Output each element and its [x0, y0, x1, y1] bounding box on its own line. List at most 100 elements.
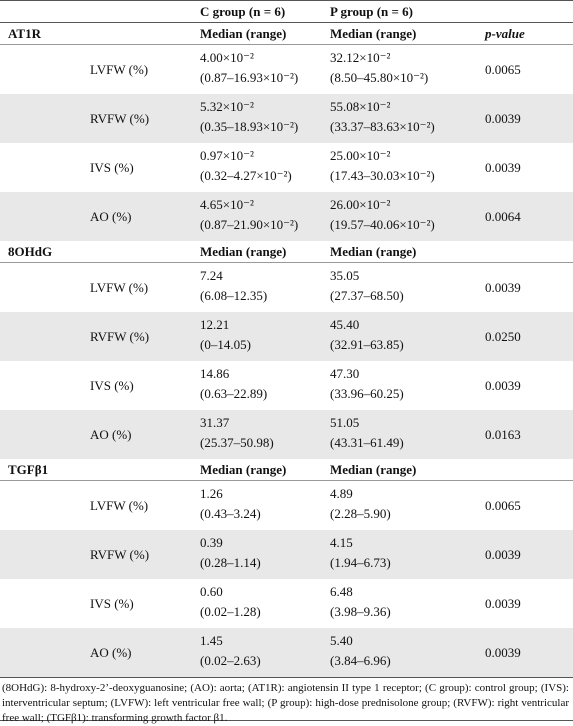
range: (0.87–16.93×10⁻²) — [200, 70, 299, 85]
median: 0.60 — [200, 584, 223, 599]
median: 1.45 — [200, 633, 223, 648]
cell — [0, 361, 82, 410]
range: (8.50–45.80×10⁻²) — [330, 70, 429, 85]
column-label: Median (range) — [200, 22, 330, 45]
median: 4.65×10⁻² — [200, 197, 254, 212]
table-body: C group (n = 6) P group (n = 6) AT1R Median… — [0, 0, 573, 677]
row-label: AO (%) — [82, 192, 200, 241]
column-label: Median (range) — [200, 459, 330, 481]
data-row: IVS (%) 0.97×10⁻² (0.32–4.27×10⁻²) 25.00×10… — [0, 143, 573, 192]
header-row: C group (n = 6) P group (n = 6) — [0, 0, 573, 23]
section-name: AT1R — [0, 22, 82, 45]
value-cell: 0.97×10⁻² (0.32–4.27×10⁻²) — [200, 143, 330, 192]
cell — [0, 410, 82, 459]
column-header: P group (n = 6) — [330, 0, 485, 23]
p-value: 0.0039 — [485, 279, 521, 295]
range: (17.43–30.03×10⁻²) — [330, 168, 435, 183]
range: (33.37–83.63×10⁻²) — [330, 119, 435, 134]
p-value: 0.0039 — [485, 530, 573, 579]
value-cell: 5.40 (3.84–6.96) — [330, 628, 485, 677]
median: 4.00×10⁻² — [200, 50, 254, 65]
row-label: RVFW (%) — [82, 312, 200, 361]
cell — [0, 481, 82, 531]
data-table: C group (n = 6) P group (n = 6) AT1R Median… — [0, 0, 573, 677]
median: 5.40 — [330, 633, 353, 648]
value-cell: 4.15 (1.94–6.73) — [330, 530, 485, 579]
row-label: IVS (%) — [90, 377, 134, 393]
value-cell: 4.65×10⁻² (0.87–21.90×10⁻²) — [200, 192, 330, 241]
median: 45.40 — [330, 317, 360, 332]
range: (6.08–12.35) — [200, 288, 268, 303]
p-value: 0.0065 — [485, 497, 521, 513]
data-row: LVFW (%) 7.24 (6.08–12.35) 35.05 (27.37–68.5… — [0, 263, 573, 313]
median: 7.24 — [200, 268, 223, 283]
median: 51.05 — [330, 415, 360, 430]
value-cell: 7.24 (6.08–12.35) — [200, 263, 330, 313]
data-row: LVFW (%) 1.26 (0.43–3.24) 4.89 (2.28–5.90) 0.… — [0, 481, 573, 531]
range: (0.02–2.63) — [200, 653, 261, 668]
range: (19.57–40.06×10⁻²) — [330, 217, 435, 232]
column-header: C group (n = 6) — [200, 0, 330, 23]
median: 26.00×10⁻² — [330, 197, 391, 212]
footnote: (8OHdG): 8-hydroxy-2’-deoxyguanosine; (A… — [0, 677, 573, 724]
p-value: 0.0039 — [485, 377, 521, 393]
cell — [0, 45, 82, 95]
median: 47.30 — [330, 366, 360, 381]
range: (3.98–9.36) — [330, 604, 391, 619]
p-value: 0.0064 — [485, 192, 573, 241]
p-value: 0.0163 — [485, 410, 573, 459]
data-row: IVS (%) 0.60 (0.02–1.28) 6.48 (3.98–9.36) 0.0… — [0, 579, 573, 628]
range: (32.91–63.85) — [330, 337, 404, 352]
section-row: 8OHdG Median (range) Median (range) — [0, 241, 573, 263]
value-cell: 55.08×10⁻² (33.37–83.63×10⁻²) — [330, 94, 485, 143]
p-value: 0.0039 — [485, 595, 521, 611]
cell — [82, 22, 200, 45]
value-cell: 35.05 (27.37–68.50) — [330, 263, 485, 313]
row-label: LVFW (%) — [90, 497, 149, 513]
row-label: LVFW (%) — [90, 279, 149, 295]
row-label: LVFW (%) — [90, 61, 149, 77]
value-cell: 12.21 (0–14.05) — [200, 312, 330, 361]
row-label: RVFW (%) — [82, 94, 200, 143]
value-cell: 5.32×10⁻² (0.35–18.93×10⁻²) — [200, 94, 330, 143]
data-row: RVFW (%) 12.21 (0–14.05) 45.40 (32.91–63.85)… — [0, 312, 573, 361]
range: (1.94–6.73) — [330, 555, 391, 570]
median: 5.32×10⁻² — [200, 99, 254, 114]
range: (25.37–50.98) — [200, 435, 274, 450]
value-cell: 0.60 (0.02–1.28) — [200, 579, 330, 628]
p-value: 0.0039 — [485, 94, 573, 143]
range: (0.28–1.14) — [200, 555, 261, 570]
column-label: p-value — [485, 22, 573, 45]
value-cell: 4.89 (2.28–5.90) — [330, 481, 485, 531]
median: 25.00×10⁻² — [330, 148, 391, 163]
range: (0.35–18.93×10⁻²) — [200, 119, 299, 134]
range: (2.28–5.90) — [330, 506, 391, 521]
value-cell: 25.00×10⁻² (17.43–30.03×10⁻²) — [330, 143, 485, 192]
median: 4.89 — [330, 486, 353, 501]
median: 14.86 — [200, 366, 230, 381]
section-row: TGFβ1 Median (range) Median (range) — [0, 459, 573, 481]
column-label: Median (range) — [330, 241, 485, 263]
row-label: IVS (%) — [90, 595, 134, 611]
data-row: AO (%) 4.65×10⁻² (0.87–21.90×10⁻²) 26.00×10… — [0, 192, 573, 241]
median: 0.39 — [200, 535, 223, 550]
cell — [82, 241, 200, 263]
p-value: 0.0039 — [485, 628, 573, 677]
value-cell: 0.39 (0.28–1.14) — [200, 530, 330, 579]
median: 4.15 — [330, 535, 353, 550]
row-label: IVS (%) — [90, 159, 134, 175]
value-cell: 45.40 (32.91–63.85) — [330, 312, 485, 361]
p-value: 0.0065 — [485, 61, 521, 77]
range: (0.02–1.28) — [200, 604, 261, 619]
median: 35.05 — [330, 268, 360, 283]
value-cell: 4.00×10⁻² (0.87–16.93×10⁻²) — [200, 45, 330, 95]
data-row: AO (%) 1.45 (0.02–2.63) 5.40 (3.84–6.96) 0.00… — [0, 628, 573, 677]
value-cell: 1.45 (0.02–2.63) — [200, 628, 330, 677]
median: 32.12×10⁻² — [330, 50, 391, 65]
median: 6.48 — [330, 584, 353, 599]
data-row: RVFW (%) 0.39 (0.28–1.14) 4.15 (1.94–6.73) 0.… — [0, 530, 573, 579]
column-label: Median (range) — [330, 459, 485, 481]
section-name: 8OHdG — [0, 241, 82, 263]
section-row: AT1R Median (range) Median (range) p-value — [0, 22, 573, 45]
